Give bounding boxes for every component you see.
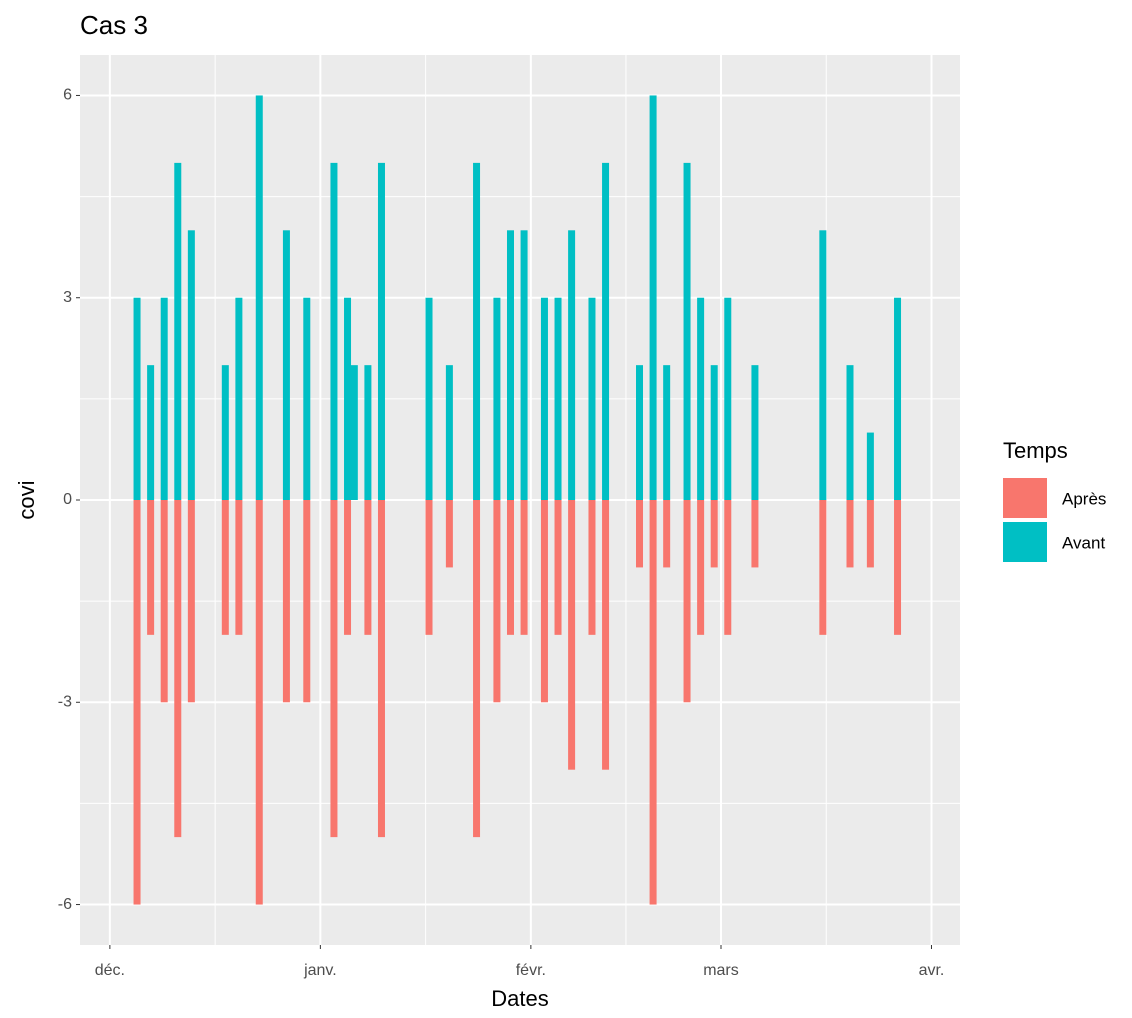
- bar: [235, 297, 243, 500]
- bar: [235, 500, 243, 635]
- legend-label: Avant: [1062, 533, 1105, 552]
- bar: [649, 95, 657, 501]
- bar: [221, 365, 229, 500]
- bar: [377, 162, 385, 500]
- bar: [568, 500, 576, 770]
- y-tick-label: 6: [63, 87, 72, 104]
- bar: [147, 365, 155, 500]
- bar: [663, 500, 671, 568]
- x-tick-label: mars: [703, 962, 739, 979]
- bar: [364, 365, 372, 500]
- bar: [187, 500, 195, 703]
- bar: [344, 500, 352, 635]
- x-tick-label: déc.: [95, 962, 125, 979]
- bar: [866, 500, 874, 568]
- x-tick-label: févr.: [516, 962, 546, 979]
- bar: [330, 162, 338, 500]
- legend-title: Temps: [1003, 438, 1068, 463]
- bar: [819, 500, 827, 635]
- bar: [221, 500, 229, 635]
- bar: [710, 365, 718, 500]
- y-axis-label: covi: [14, 480, 39, 519]
- bar: [602, 500, 610, 770]
- bar: [330, 500, 338, 838]
- x-tick-label: janv.: [303, 962, 337, 979]
- legend-key: [1003, 522, 1047, 562]
- y-tick-label: -3: [58, 693, 72, 710]
- bar: [568, 230, 576, 500]
- bar: [425, 297, 433, 500]
- bar: [846, 500, 854, 568]
- bar: [697, 297, 705, 500]
- legend-label: Après: [1062, 489, 1106, 508]
- bar: [602, 162, 610, 500]
- bar: [255, 500, 263, 905]
- bar: [846, 365, 854, 500]
- bar: [303, 297, 311, 500]
- bar: [493, 297, 501, 500]
- bar: [697, 500, 705, 635]
- bar: [724, 297, 732, 500]
- x-tick-label: avr.: [919, 962, 945, 979]
- bar: [473, 162, 481, 500]
- bar: [751, 365, 759, 500]
- bar: [344, 297, 352, 500]
- bar: [588, 500, 596, 635]
- bar: [377, 500, 385, 838]
- bar: [724, 500, 732, 635]
- bar: [282, 500, 290, 703]
- bar: [133, 297, 141, 500]
- y-tick-label: 3: [63, 289, 72, 306]
- bar: [554, 500, 562, 635]
- x-axis-label: Dates: [491, 986, 548, 1011]
- bar: [350, 365, 358, 500]
- bar: [160, 500, 168, 703]
- chart-title: Cas 3: [80, 10, 148, 40]
- bar: [133, 500, 141, 905]
- bar: [160, 297, 168, 500]
- bar: [303, 500, 311, 703]
- bar: [683, 162, 691, 500]
- bar: [710, 500, 718, 568]
- bar: [540, 297, 548, 500]
- bar: [866, 432, 874, 500]
- bar: [894, 297, 902, 500]
- bar: [683, 500, 691, 703]
- bar: [425, 500, 433, 635]
- bar: [506, 230, 514, 500]
- bar: [520, 230, 528, 500]
- y-tick-label: -6: [58, 896, 72, 913]
- bar: [819, 230, 827, 500]
- bar: [649, 500, 657, 905]
- bar: [636, 365, 644, 500]
- legend-key: [1003, 478, 1047, 518]
- bar: [540, 500, 548, 703]
- bar: [364, 500, 372, 635]
- bar: [520, 500, 528, 635]
- bar: [445, 365, 453, 500]
- y-tick-label: 0: [63, 491, 72, 508]
- bar: [506, 500, 514, 635]
- bar: [588, 297, 596, 500]
- bar: [282, 230, 290, 500]
- bar: [473, 500, 481, 838]
- bar: [894, 500, 902, 635]
- bar: [554, 297, 562, 500]
- bar: [174, 162, 182, 500]
- bar: [663, 365, 671, 500]
- bar: [445, 500, 453, 568]
- bar: [636, 500, 644, 568]
- bar: [493, 500, 501, 703]
- bar: [147, 500, 155, 635]
- bar: [187, 230, 195, 500]
- bar: [255, 95, 263, 501]
- bar: [751, 500, 759, 568]
- bar: [174, 500, 182, 838]
